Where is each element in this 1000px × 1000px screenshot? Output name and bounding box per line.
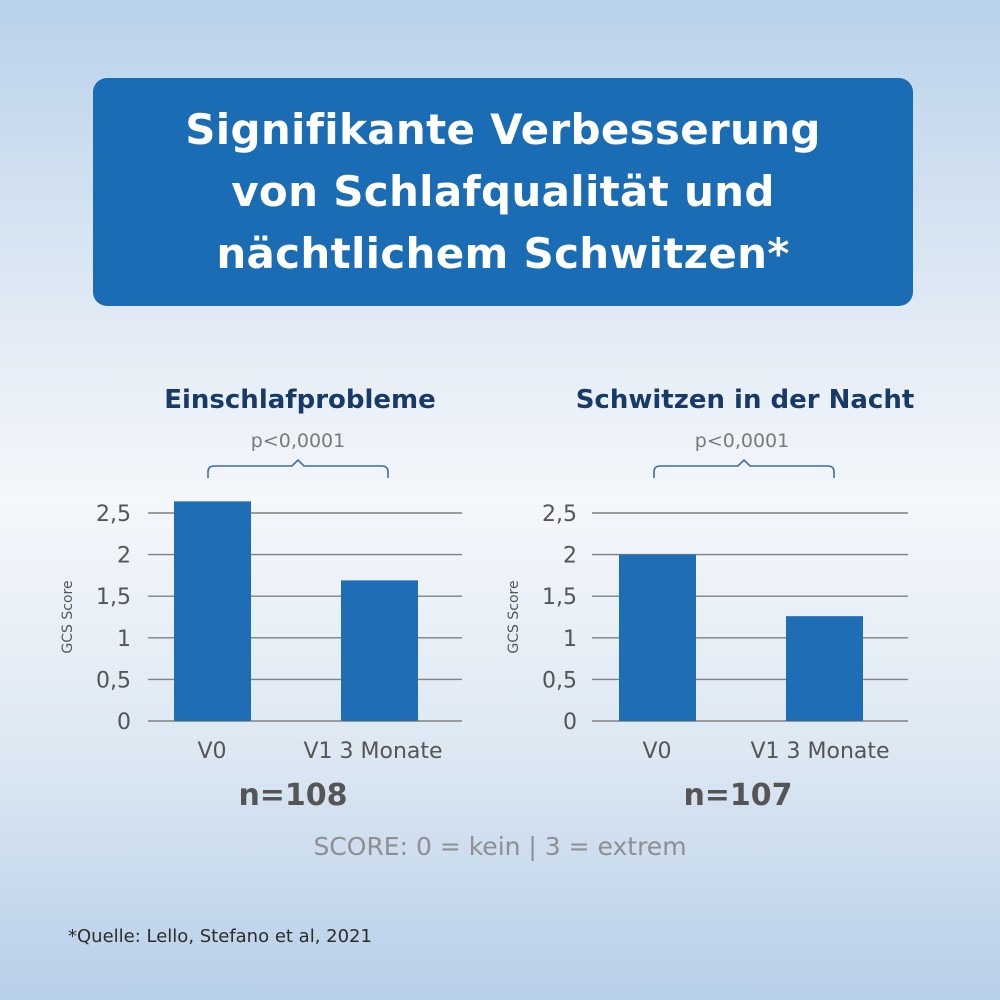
- title-line-1: Signifikante Verbesserung: [185, 105, 821, 154]
- p-value-label: p<0,0001: [695, 430, 789, 452]
- y-tick-label: 2,5: [542, 502, 577, 527]
- chart-title: Einschlafprobleme: [164, 385, 436, 415]
- significance-bracket: [207, 458, 389, 478]
- x-tick-label: V1 3 Monate: [303, 739, 442, 764]
- y-tick-label: 1,5: [96, 585, 131, 610]
- bar: [174, 501, 251, 721]
- bar: [786, 616, 863, 721]
- y-tick-label: 2: [563, 544, 577, 569]
- significance-bracket: [653, 458, 835, 478]
- sample-size-label: n=108: [238, 778, 347, 813]
- chart-title: Schwitzen in der Nacht: [576, 385, 915, 415]
- sample-size-label: n=107: [683, 778, 792, 813]
- y-axis-label: GCS Score: [60, 580, 76, 653]
- title-line-2: von Schlafqualität und: [231, 167, 775, 216]
- y-tick-label: 2: [117, 544, 131, 569]
- y-tick-label: 1: [117, 627, 131, 652]
- y-tick-label: 0,5: [542, 668, 577, 693]
- y-axis-label: GCS Score: [506, 580, 522, 653]
- source-citation: *Quelle: Lello, Stefano et al, 2021: [68, 926, 372, 947]
- y-tick-label: 0,5: [96, 668, 131, 693]
- x-tick-label: V0: [197, 739, 226, 764]
- y-tick-label: 0: [117, 710, 131, 735]
- y-tick-label: 1,5: [542, 585, 577, 610]
- y-tick-label: 0: [563, 710, 577, 735]
- score-scale-note: SCORE: 0 = kein | 3 = extrem: [313, 832, 687, 861]
- x-tick-label: V1 3 Monate: [750, 739, 889, 764]
- title-banner: Signifikante Verbesserung von Schlafqual…: [93, 78, 913, 306]
- x-tick-label: V0: [642, 739, 671, 764]
- title-line-3: nächtlichem Schwitzen*: [216, 229, 790, 278]
- p-value-label: p<0,0001: [251, 430, 345, 452]
- bar: [619, 554, 696, 721]
- y-tick-label: 1: [563, 627, 577, 652]
- bar: [341, 580, 418, 721]
- y-tick-label: 2,5: [96, 502, 131, 527]
